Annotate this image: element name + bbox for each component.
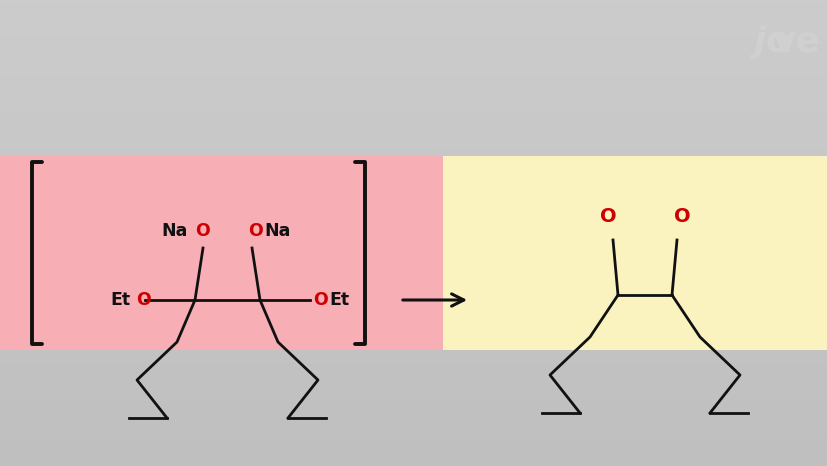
Text: Na: Na <box>264 222 290 240</box>
Text: O: O <box>313 291 327 309</box>
Text: Na: Na <box>160 222 187 240</box>
Text: O: O <box>673 207 690 226</box>
Text: Et: Et <box>328 291 349 309</box>
Text: j: j <box>753 25 765 59</box>
Text: o: o <box>765 25 790 59</box>
Text: Et: Et <box>110 291 130 309</box>
Text: O: O <box>599 207 615 226</box>
Text: O: O <box>136 291 151 309</box>
Bar <box>0 156 442 350</box>
Text: O: O <box>248 222 262 240</box>
Text: ve: ve <box>771 25 819 59</box>
Text: O: O <box>195 222 209 240</box>
Bar <box>442 156 827 350</box>
